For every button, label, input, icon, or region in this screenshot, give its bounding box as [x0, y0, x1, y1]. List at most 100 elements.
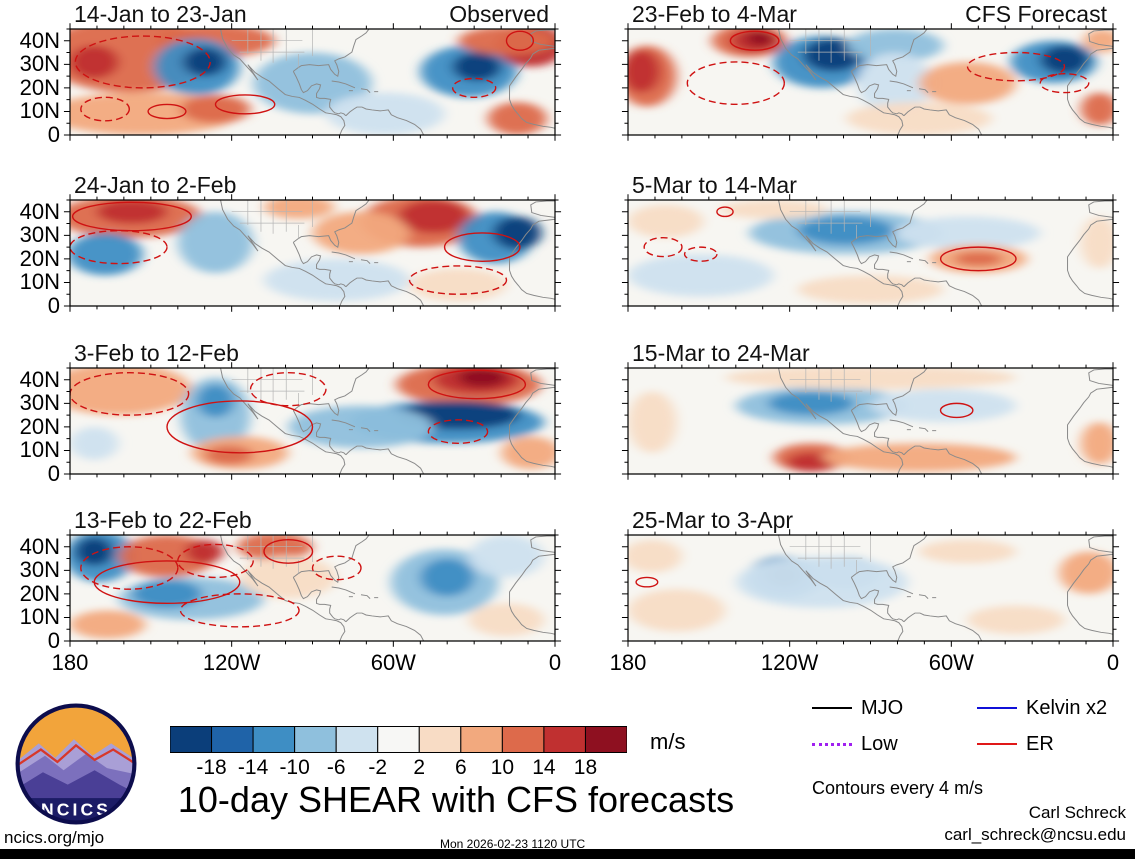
anomaly-blob [185, 539, 224, 564]
colorbar-label: -10 [279, 756, 310, 779]
y-tick-label: 0 [47, 461, 60, 486]
anomaly-blob [96, 200, 167, 224]
contours-note: Contours every 4 m/s [812, 778, 984, 798]
anomaly-blob [919, 61, 1016, 105]
map-panel [628, 368, 1113, 474]
panel-corner-label: Observed [449, 1, 549, 27]
anomaly-blob [967, 605, 1065, 634]
x-tick-label: 120W [202, 650, 261, 675]
anomaly-blob [180, 94, 251, 124]
y-tick-label: 20N [19, 413, 60, 439]
anomaly-blob [797, 275, 944, 304]
panel-corner-label: CFS Forecast [965, 1, 1107, 27]
colorbar-segment [418, 726, 462, 753]
map-panel [70, 535, 555, 641]
map-svg [628, 29, 1113, 135]
er-contour [81, 97, 130, 121]
colorbar-label: 14 [532, 756, 556, 779]
anomaly-blob [70, 368, 192, 416]
anomaly-blob [919, 539, 1016, 564]
anomaly-blob [253, 52, 372, 114]
panel-title: 13-Feb to 22-Feb [74, 507, 252, 533]
anomaly-blob [458, 368, 507, 387]
colorbar-label: 2 [413, 756, 426, 779]
anomaly-blob [628, 50, 661, 93]
anomaly-blob [487, 102, 547, 135]
y-tick-label: 0 [47, 628, 60, 653]
er-contour [428, 370, 525, 398]
anomaly-blob [264, 200, 335, 219]
anomaly-blob [237, 535, 313, 561]
anomaly-blob [264, 258, 410, 302]
panel-title: 14-Jan to 23-Jan [74, 1, 247, 27]
er-contour [70, 373, 189, 415]
anomaly-blob [75, 537, 114, 566]
logo-red-line [19, 743, 133, 768]
anomaly-blob [312, 211, 410, 255]
anomaly-blob [797, 216, 895, 245]
timestamp: Mon 2026-02-23 1120 UTC [440, 837, 586, 851]
anomaly-blob [1080, 92, 1113, 126]
anomaly-blob [70, 610, 146, 639]
colorbar-segment [211, 726, 254, 753]
ncics-logo: NCICS [15, 703, 137, 825]
anomaly-blob [70, 232, 143, 276]
x-tick-label: 180 [609, 650, 647, 675]
legend-line-swatch [977, 707, 1017, 709]
anomaly-blob [409, 268, 507, 302]
map-panel [628, 535, 1113, 641]
legend-item-kelvin-x2: Kelvin x2 [977, 696, 1107, 720]
legend-label: Low [861, 733, 898, 755]
panel-title: 24-Jan to 2-Feb [74, 172, 237, 198]
er-contour [717, 207, 733, 216]
anomaly-blob [954, 251, 1003, 266]
anomaly-blob [1059, 551, 1113, 594]
anomaly-blob [204, 445, 254, 465]
anomaly-blob [501, 436, 555, 470]
anomaly-blob [746, 31, 774, 46]
x-tick-label: 0 [1106, 650, 1120, 675]
x-tick-label: 60W [928, 650, 974, 675]
y-tick-label: 10N [19, 604, 60, 630]
colorbar [169, 726, 628, 753]
y-tick-label: 20N [19, 74, 60, 100]
y-tick-label: 30N [19, 557, 60, 583]
er-contour [216, 95, 275, 114]
y-tick-label: 0 [47, 122, 60, 147]
panel-border [70, 29, 555, 135]
figure-title: 10-day SHEAR with CFS forecasts [177, 779, 735, 820]
x-tick-label: 60W [370, 650, 416, 675]
er-contour [251, 373, 326, 406]
colorbar-segment [169, 726, 213, 753]
er-contour [453, 78, 496, 97]
colorbar-segment [584, 726, 628, 753]
panel-border [628, 368, 1113, 474]
anomaly-blob [70, 45, 119, 79]
y-tick-label: 30N [19, 390, 60, 416]
anomaly-blob [452, 52, 502, 81]
map-panel [628, 29, 1113, 135]
er-contour [180, 594, 299, 627]
colorbar-label: -6 [326, 756, 346, 779]
colorbar-segment [501, 726, 545, 753]
anomaly-blob [468, 535, 545, 578]
anomaly-blob [628, 589, 725, 632]
er-contour [81, 547, 178, 589]
er-contour [968, 53, 1065, 81]
er-contour [445, 233, 520, 261]
y-tick-label: 30N [19, 51, 60, 77]
credit-block: Carl Schreck carl_schreck@ncsu.edu [944, 802, 1126, 846]
map-svg [70, 200, 555, 306]
er-contour [148, 104, 186, 118]
anomaly-blob [70, 426, 119, 460]
map-svg [70, 368, 555, 474]
colorbar-label: 10 [490, 756, 515, 779]
logo-ring [15, 703, 137, 825]
anomaly-blob [846, 102, 992, 135]
anomaly-blob [894, 216, 1041, 250]
anomaly-blob [1040, 45, 1089, 74]
legend-item-er: ER [977, 732, 1054, 756]
anomaly-blob [628, 391, 677, 453]
panel-border [628, 200, 1113, 306]
panel-border [70, 200, 555, 306]
